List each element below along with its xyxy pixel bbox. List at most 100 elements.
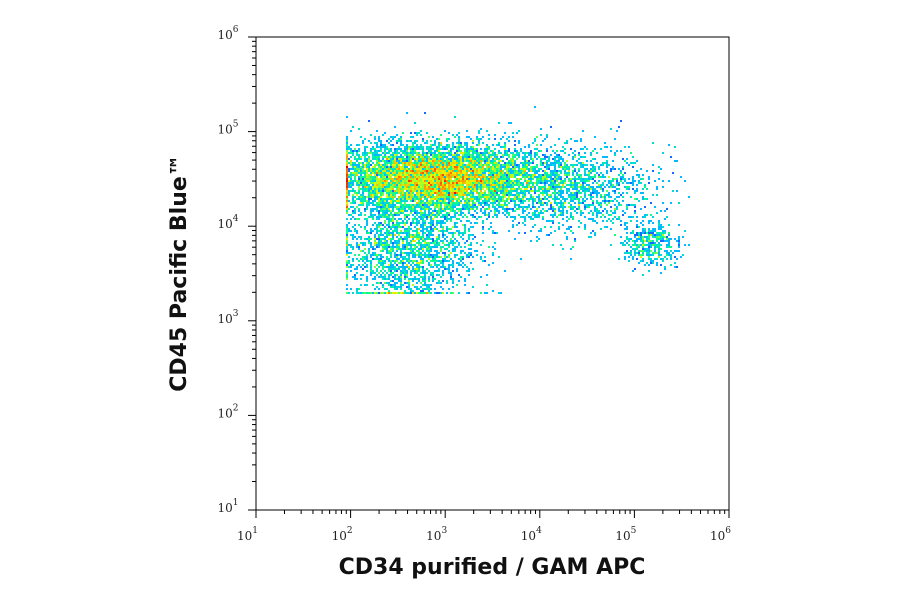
density-dot xyxy=(554,186,556,188)
density-dot xyxy=(580,192,582,194)
density-dot xyxy=(548,158,550,160)
density-dot xyxy=(454,238,456,240)
density-dot xyxy=(428,182,430,184)
density-dot xyxy=(558,158,560,160)
density-dot xyxy=(630,254,632,256)
density-dot xyxy=(440,220,442,222)
density-dot xyxy=(346,288,348,290)
density-dot xyxy=(356,288,358,290)
density-dot xyxy=(402,194,404,196)
density-dot xyxy=(630,182,632,184)
density-dot xyxy=(352,248,354,250)
density-dot xyxy=(470,178,472,180)
density-dot xyxy=(514,154,516,156)
density-dot xyxy=(362,140,364,142)
density-dot xyxy=(562,168,564,170)
density-dot xyxy=(416,210,418,212)
density-dot xyxy=(350,206,352,208)
density-dot xyxy=(458,184,460,186)
density-dot xyxy=(352,188,354,190)
density-dot xyxy=(432,170,434,172)
density-dot xyxy=(390,148,392,150)
density-dot xyxy=(484,208,486,210)
density-dot xyxy=(524,156,526,158)
density-dot xyxy=(464,202,466,204)
density-dot xyxy=(368,158,370,160)
density-dot xyxy=(660,228,662,230)
density-dot xyxy=(352,206,354,208)
density-dot xyxy=(430,232,432,234)
density-dot xyxy=(444,244,446,246)
density-dot xyxy=(616,180,618,182)
density-dot xyxy=(508,160,510,162)
density-dot xyxy=(450,252,452,254)
density-dot xyxy=(438,160,440,162)
density-dot xyxy=(370,198,372,200)
density-dot xyxy=(448,198,450,200)
density-dot xyxy=(536,172,538,174)
density-dot xyxy=(596,152,598,154)
density-dot xyxy=(502,146,504,148)
density-dot xyxy=(554,214,556,216)
density-dot xyxy=(564,174,566,176)
density-dot xyxy=(418,200,420,202)
density-dot xyxy=(364,176,366,178)
density-dot xyxy=(408,164,410,166)
density-dot xyxy=(562,218,564,220)
density-dot xyxy=(436,224,438,226)
density-dot xyxy=(638,254,640,256)
density-dot xyxy=(430,200,432,202)
density-dot xyxy=(346,156,348,158)
density-dot xyxy=(402,170,404,172)
density-dot xyxy=(346,178,348,180)
density-dot xyxy=(498,188,500,190)
density-dot xyxy=(386,148,388,150)
density-dot xyxy=(352,174,354,176)
density-dot xyxy=(436,150,438,152)
density-dot xyxy=(480,190,482,192)
density-dot xyxy=(652,244,654,246)
density-dot xyxy=(468,268,470,270)
density-dot xyxy=(350,168,352,170)
density-dot xyxy=(470,254,472,256)
density-dot xyxy=(450,180,452,182)
density-dot xyxy=(642,252,644,254)
density-dot xyxy=(414,246,416,248)
density-dot xyxy=(506,186,508,188)
density-dot xyxy=(424,168,426,170)
density-dot xyxy=(406,276,408,278)
density-dot xyxy=(482,188,484,190)
density-dot xyxy=(500,190,502,192)
density-dot xyxy=(678,202,680,204)
density-dot xyxy=(454,250,456,252)
density-dot xyxy=(422,268,424,270)
density-dot xyxy=(374,236,376,238)
density-dot xyxy=(646,198,648,200)
density-dot xyxy=(460,176,462,178)
density-dot xyxy=(416,220,418,222)
density-dot xyxy=(362,200,364,202)
density-dot xyxy=(388,258,390,260)
density-dot xyxy=(540,150,542,152)
density-dot xyxy=(542,186,544,188)
density-dot xyxy=(386,178,388,180)
density-dot xyxy=(522,202,524,204)
density-dot xyxy=(422,212,424,214)
density-dot xyxy=(378,172,380,174)
density-dot xyxy=(508,182,510,184)
density-dot xyxy=(550,196,552,198)
density-dot xyxy=(478,180,480,182)
density-dot xyxy=(378,226,380,228)
density-dot xyxy=(426,268,428,270)
density-dot xyxy=(434,216,436,218)
density-dot xyxy=(522,166,524,168)
density-dot xyxy=(582,188,584,190)
density-dot xyxy=(404,154,406,156)
density-dot xyxy=(542,190,544,192)
density-dot xyxy=(366,174,368,176)
density-dot xyxy=(544,210,546,212)
density-dot xyxy=(410,188,412,190)
density-dot xyxy=(440,184,442,186)
density-dot xyxy=(432,242,434,244)
density-dot xyxy=(476,154,478,156)
